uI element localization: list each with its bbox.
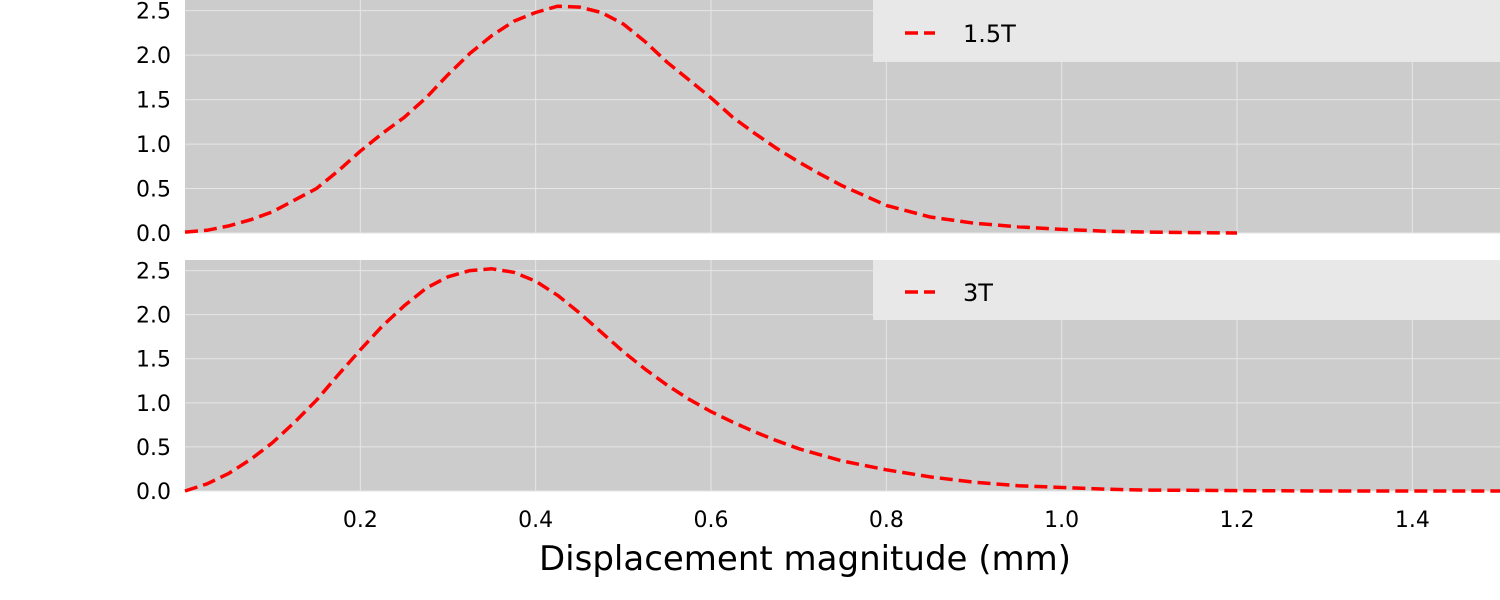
y-tick-label: 0.5: [136, 178, 171, 203]
y-tick-label: 2.5: [136, 0, 171, 25]
panel-bottom: 0.0 0.5 1.0 1.5 2.0 2.5 0.2 0.4 0.6 0.8 1.0 1.2 1.4 3…: [136, 260, 1500, 533]
x-tick-label: 0.2: [343, 508, 378, 533]
y-tick-label: 0.5: [136, 436, 171, 461]
panel-top: 0.0 0.5 1.0 1.5 2.0 2.5 1.5T: [136, 0, 1500, 247]
x-tick-label: 0.6: [694, 508, 729, 533]
y-tick-label: 2.0: [136, 44, 171, 69]
series-line-1.5T: [184, 4, 1238, 235]
y-tick-label: 1.0: [136, 133, 171, 158]
y-tick-label: 1.5: [136, 89, 171, 114]
legend: 1.5T: [873, 0, 1500, 62]
y-tick-label: 1.5: [136, 348, 171, 373]
x-tick-label: 1.4: [1395, 508, 1430, 533]
series-line-3T: [184, 267, 1500, 493]
x-axis-title: Displacement magnitude (mm): [539, 539, 1071, 579]
y-tick-label: 2.5: [136, 260, 171, 285]
x-tick-label: 1.2: [1220, 508, 1255, 533]
x-tick-label: 0.8: [869, 508, 904, 533]
y-tick-label: 0.0: [136, 222, 171, 247]
y-tick-label: 1.0: [136, 392, 171, 417]
y-tick-label: 2.0: [136, 304, 171, 329]
x-tick-label: 1.0: [1044, 508, 1079, 533]
x-tick-label: 0.4: [518, 508, 553, 533]
legend-label: 1.5T: [963, 20, 1016, 48]
legend-box: [873, 260, 1500, 320]
legend-box: [873, 0, 1500, 62]
y-tick-label: 0.0: [136, 480, 171, 505]
legend-label: 3T: [963, 279, 993, 307]
legend: 3T: [873, 260, 1500, 320]
